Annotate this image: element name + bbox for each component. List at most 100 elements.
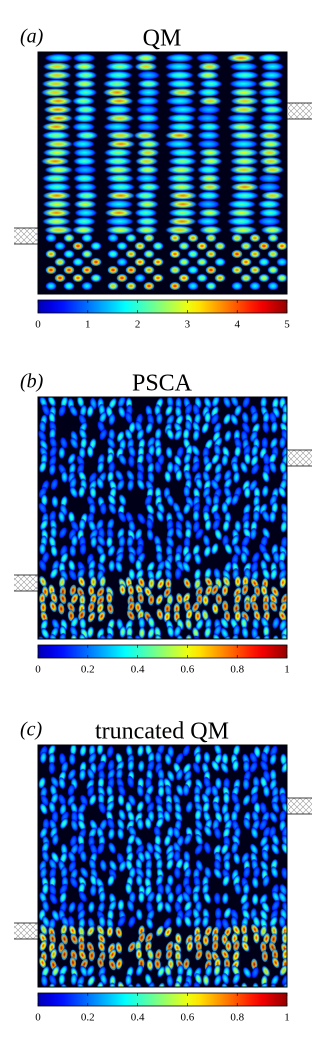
blob bbox=[221, 453, 229, 467]
blob bbox=[118, 493, 127, 507]
blob bbox=[164, 567, 173, 581]
blob bbox=[114, 469, 124, 482]
blob bbox=[213, 421, 222, 434]
blob bbox=[77, 982, 86, 987]
blob bbox=[167, 208, 198, 218]
blob bbox=[108, 502, 117, 515]
blob bbox=[135, 908, 143, 922]
blob bbox=[204, 964, 213, 978]
blob bbox=[281, 981, 287, 987]
blob bbox=[117, 793, 125, 807]
blob bbox=[175, 768, 184, 782]
blob bbox=[133, 191, 158, 201]
blob bbox=[258, 208, 283, 218]
blob bbox=[250, 826, 259, 840]
blob bbox=[105, 535, 114, 549]
blob bbox=[116, 478, 125, 492]
blob bbox=[116, 241, 128, 251]
blob bbox=[261, 849, 269, 862]
blob bbox=[259, 397, 268, 409]
blob bbox=[259, 982, 269, 987]
blob bbox=[251, 551, 261, 564]
blob bbox=[258, 156, 283, 166]
blob bbox=[211, 784, 219, 798]
blob bbox=[228, 79, 259, 89]
blob bbox=[222, 874, 231, 887]
blob bbox=[134, 273, 146, 283]
blob bbox=[152, 241, 164, 251]
blob bbox=[210, 583, 220, 596]
blob bbox=[135, 199, 160, 209]
lead-hatch bbox=[14, 923, 38, 939]
blob bbox=[243, 452, 252, 466]
blob bbox=[116, 257, 128, 267]
blob bbox=[67, 915, 75, 929]
blob bbox=[211, 939, 219, 953]
blob bbox=[104, 62, 135, 72]
blob bbox=[70, 592, 79, 605]
blob bbox=[197, 105, 222, 115]
blob bbox=[47, 397, 57, 408]
blob bbox=[38, 542, 47, 556]
colorbar bbox=[37, 299, 288, 314]
blob bbox=[187, 281, 199, 291]
blob bbox=[241, 411, 249, 425]
blob bbox=[252, 865, 261, 879]
blob bbox=[261, 510, 271, 523]
blob bbox=[212, 633, 221, 639]
blob bbox=[88, 793, 97, 807]
blob bbox=[134, 156, 159, 166]
blob bbox=[176, 963, 184, 977]
blob bbox=[276, 241, 287, 251]
blob bbox=[167, 105, 198, 115]
blob bbox=[98, 552, 107, 565]
colorbar-tick-label: 0.8 bbox=[230, 664, 244, 676]
blob bbox=[258, 257, 270, 267]
blob bbox=[154, 633, 163, 639]
blob bbox=[133, 208, 158, 218]
blob bbox=[81, 233, 93, 243]
colorbar-tick-label: 1 bbox=[85, 319, 91, 331]
blob bbox=[108, 559, 116, 573]
blob bbox=[230, 493, 240, 506]
blob bbox=[281, 411, 287, 425]
blob bbox=[198, 156, 223, 166]
blob bbox=[231, 233, 243, 243]
blob bbox=[186, 939, 194, 953]
blob bbox=[214, 241, 226, 251]
colorbar bbox=[37, 992, 288, 1007]
blob bbox=[197, 182, 222, 192]
blob bbox=[96, 842, 105, 855]
blob bbox=[72, 257, 84, 267]
blob bbox=[240, 981, 249, 987]
blob bbox=[51, 965, 60, 978]
blob bbox=[261, 965, 271, 978]
blob bbox=[70, 932, 79, 946]
blob bbox=[198, 148, 223, 158]
blob bbox=[195, 618, 204, 631]
blob bbox=[126, 478, 135, 492]
blob bbox=[73, 182, 98, 192]
blob bbox=[201, 593, 210, 607]
blob bbox=[280, 842, 287, 855]
blob bbox=[135, 216, 160, 226]
blob bbox=[136, 70, 161, 80]
blob bbox=[242, 882, 250, 896]
blob bbox=[242, 817, 251, 830]
blob bbox=[127, 915, 136, 928]
blob bbox=[154, 460, 162, 474]
blob bbox=[215, 592, 223, 606]
blob bbox=[197, 208, 222, 218]
blob bbox=[229, 156, 260, 166]
blob bbox=[249, 761, 258, 774]
blob bbox=[193, 568, 202, 581]
blob bbox=[71, 96, 96, 106]
blob bbox=[79, 745, 87, 758]
blob bbox=[146, 958, 154, 972]
blob bbox=[227, 225, 258, 235]
blob bbox=[117, 980, 126, 987]
blob bbox=[106, 817, 116, 830]
blob bbox=[271, 833, 280, 847]
blob bbox=[69, 486, 79, 499]
blob bbox=[230, 397, 239, 408]
